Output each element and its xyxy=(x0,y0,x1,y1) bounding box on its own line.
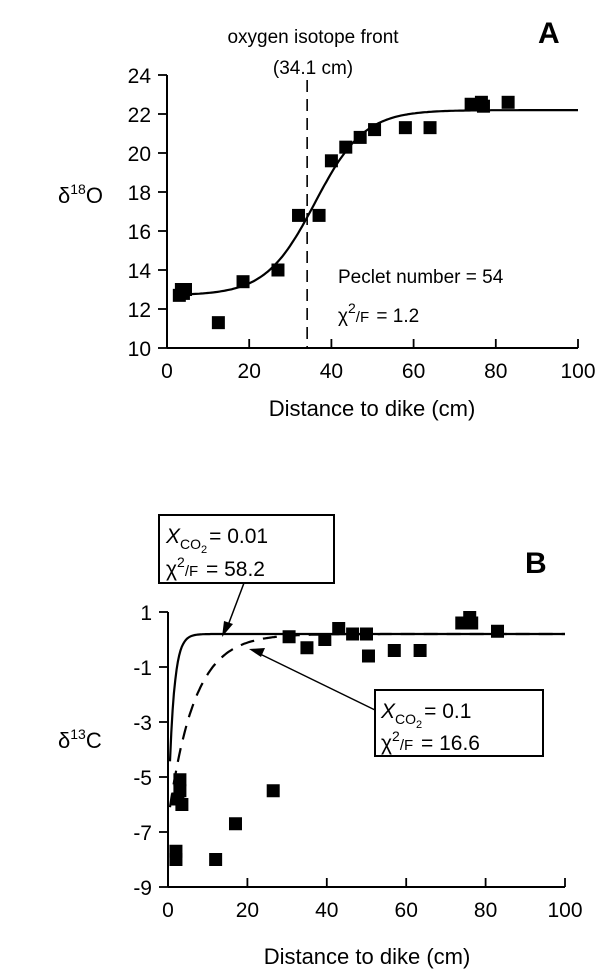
data-point-a xyxy=(324,154,338,168)
front-label-line-2: (34.1 cm) xyxy=(273,58,353,79)
data-point-b xyxy=(413,644,427,657)
chi-annotation-a: χ2/F = 1.2 xyxy=(338,300,419,327)
panel-a-xlabel: Distance to dike (cm) xyxy=(269,396,476,421)
box2-arrowhead xyxy=(249,648,265,657)
panel-b-ticks: 0 20 40 60 80 100 1 -1 -3 -5 -7 -9 xyxy=(133,602,582,922)
data-point-b xyxy=(491,624,505,638)
data-point-b xyxy=(173,784,187,798)
data-point-b xyxy=(209,853,223,866)
data-point-b xyxy=(361,649,375,663)
panel-a-y-tick-label: 20 xyxy=(128,143,151,166)
data-point-a xyxy=(271,263,285,277)
data-point-b xyxy=(332,622,346,635)
data-point-b xyxy=(360,627,373,641)
panel-a-x-tick-label: 0 xyxy=(161,360,173,383)
data-point-b xyxy=(266,784,280,798)
panel-b-x-tick-label: 80 xyxy=(474,899,497,922)
data-point-a xyxy=(211,316,225,330)
panel-b-letter: B xyxy=(525,547,547,580)
box1-xco2: XCO2= 0.01 xyxy=(165,525,268,556)
data-point-a xyxy=(339,140,353,154)
data-point-b xyxy=(175,798,189,811)
data-point-a xyxy=(236,275,250,289)
data-point-b xyxy=(387,644,401,657)
data-point-b xyxy=(300,641,314,655)
front-label-line-1: oxygen isotope front xyxy=(227,27,399,48)
panel-a-y-tick-label: 14 xyxy=(128,260,152,283)
data-point-b xyxy=(282,630,296,644)
panel-b-axes xyxy=(159,611,566,888)
panel-b-y-tick-label: -3 xyxy=(133,712,152,735)
panel-a-ylabel: δ18O xyxy=(58,181,103,208)
data-point-a xyxy=(464,97,478,111)
data-point-a xyxy=(178,283,192,296)
box1-arrow xyxy=(226,582,245,629)
panel-a-x-tick-label: 100 xyxy=(560,360,595,383)
data-point-b xyxy=(169,853,183,866)
data-point-b xyxy=(465,616,479,630)
panel-a-ticks: 0 20 40 60 80 100 10 12 14 16 18 20 22 24 xyxy=(128,65,596,383)
annotation-box-xco2-0.1: XCO2= 0.1 χ2/F = 16.6 xyxy=(374,689,544,757)
panel-b-x-tick-label: 100 xyxy=(547,899,582,922)
panel-a-points xyxy=(172,95,515,330)
panel-b-y-tick-label: -7 xyxy=(133,822,152,845)
box2-arrow xyxy=(257,652,376,711)
panel-a-y-tick-label: 18 xyxy=(128,182,151,205)
panel-b-y-tick-label: 1 xyxy=(140,602,152,625)
panel-b: B δ13C Distance to dike (cm) XCO2= 0.01 … xyxy=(58,514,583,969)
data-point-a xyxy=(476,99,490,113)
panel-b-x-tick-label: 20 xyxy=(236,899,259,922)
data-point-b xyxy=(173,773,187,787)
panel-b-y-tick-label: -5 xyxy=(133,767,152,790)
panel-a: A oxygen isotope front (34.1 cm) δ18O Di… xyxy=(58,17,596,421)
annotation-box-xco2-0.01: XCO2= 0.01 χ2/F = 58.2 xyxy=(158,514,335,584)
data-point-b xyxy=(228,817,242,831)
panel-b-x-tick-label: 0 xyxy=(162,899,174,922)
data-point-b xyxy=(318,633,332,646)
box2-xco2: XCO2= 0.1 xyxy=(380,700,471,731)
panel-a-axes xyxy=(158,74,579,349)
panel-a-x-tick-label: 80 xyxy=(484,360,507,383)
panel-a-letter: A xyxy=(538,17,560,50)
data-point-a xyxy=(398,121,412,135)
panel-a-y-tick-label: 16 xyxy=(128,221,151,244)
panel-b-x-tick-label: 40 xyxy=(315,899,338,922)
panel-b-x-tick-label: 60 xyxy=(395,899,418,922)
panel-b-xlabel: Distance to dike (cm) xyxy=(264,944,471,969)
panel-a-x-tick-label: 60 xyxy=(402,360,425,383)
data-point-a xyxy=(501,95,515,109)
panel-b-ylabel: δ13C xyxy=(58,726,102,753)
panel-a-y-tick-label: 10 xyxy=(128,338,151,361)
panel-a-x-tick-label: 20 xyxy=(238,360,261,383)
panel-a-y-tick-label: 12 xyxy=(128,299,151,322)
panel-b-y-tick-label: -9 xyxy=(133,877,152,900)
panel-b-y-tick-label: -1 xyxy=(133,657,152,680)
panel-b-points xyxy=(169,611,505,866)
data-point-b xyxy=(346,627,360,641)
data-point-a xyxy=(368,123,382,137)
data-point-a xyxy=(312,208,326,222)
data-point-a xyxy=(423,121,437,135)
peclet-annotation: Peclet number = 54 xyxy=(338,267,504,288)
data-point-a xyxy=(292,208,306,222)
panel-a-y-tick-label: 24 xyxy=(128,65,152,88)
data-point-a xyxy=(353,130,367,144)
panel-a-x-tick-label: 40 xyxy=(320,360,343,383)
panel-a-y-tick-label: 22 xyxy=(128,104,151,127)
